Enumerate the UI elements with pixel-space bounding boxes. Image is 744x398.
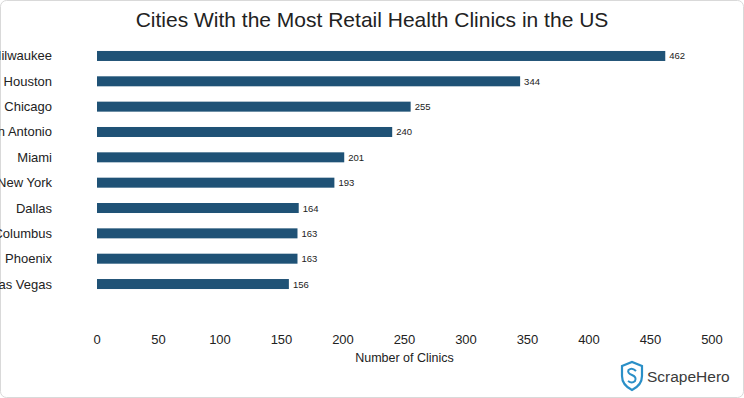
tick-label: 300 [455, 332, 477, 347]
category-label: Houston [4, 74, 52, 89]
category-label: Columbus [0, 226, 52, 241]
category-label: Las Vegas [0, 277, 52, 292]
bar [97, 152, 344, 162]
data-label: 156 [293, 279, 309, 290]
chart: Cities With the Most Retail Health Clini… [0, 0, 744, 398]
data-label: 462 [669, 50, 685, 61]
tick-label: 200 [332, 332, 354, 347]
bar [97, 228, 297, 238]
bar [97, 178, 334, 188]
category-label: Chicago [4, 99, 52, 114]
tick-label: 150 [271, 332, 293, 347]
chart-container: Cities With the Most Retail Health Clini… [0, 0, 744, 398]
tick-label: 400 [578, 332, 600, 347]
logo-icon [622, 362, 642, 390]
data-label: 344 [524, 76, 540, 87]
tick-label: 50 [151, 332, 165, 347]
bar [97, 127, 392, 137]
tick-label: 100 [209, 332, 231, 347]
bar [97, 76, 520, 86]
bar [97, 102, 411, 112]
data-label: 193 [338, 177, 354, 188]
tick-label: 0 [93, 332, 100, 347]
category-label: Dallas [16, 201, 53, 216]
data-label: 201 [348, 152, 364, 163]
tick-label: 350 [517, 332, 539, 347]
bar [97, 51, 665, 61]
bar [97, 279, 289, 289]
category-label: Miami [17, 150, 52, 165]
logo: ScrapeHero [622, 362, 730, 390]
annotation: ScrapeHero [647, 368, 730, 385]
title: Cities With the Most Retail Health Clini… [136, 8, 609, 31]
labels: Milwaukee 462 Houston 344 Chicago 255 San Anto… [0, 48, 685, 291]
bar [97, 254, 297, 264]
data-label: 164 [303, 203, 319, 214]
tick-label: 250 [394, 332, 416, 347]
frame [1, 1, 744, 398]
data-label: 163 [301, 228, 317, 239]
category-label: Phoenix [5, 251, 52, 266]
data-label: 163 [301, 253, 317, 264]
axis-title: Number of Clinics [355, 351, 454, 365]
category-label: New York [0, 175, 52, 190]
bar [97, 203, 299, 213]
category-label: Milwaukee [0, 48, 52, 63]
bars [97, 51, 665, 289]
category-label: San Antonio [0, 124, 52, 139]
page: {"chart_data": {"type": "bar", "orientat… [0, 0, 744, 398]
data-label: 255 [415, 101, 431, 112]
data-label: 240 [396, 126, 412, 137]
tick-label: 500 [701, 332, 723, 347]
tick-label: 450 [640, 332, 662, 347]
logo-icon-s [628, 369, 636, 383]
